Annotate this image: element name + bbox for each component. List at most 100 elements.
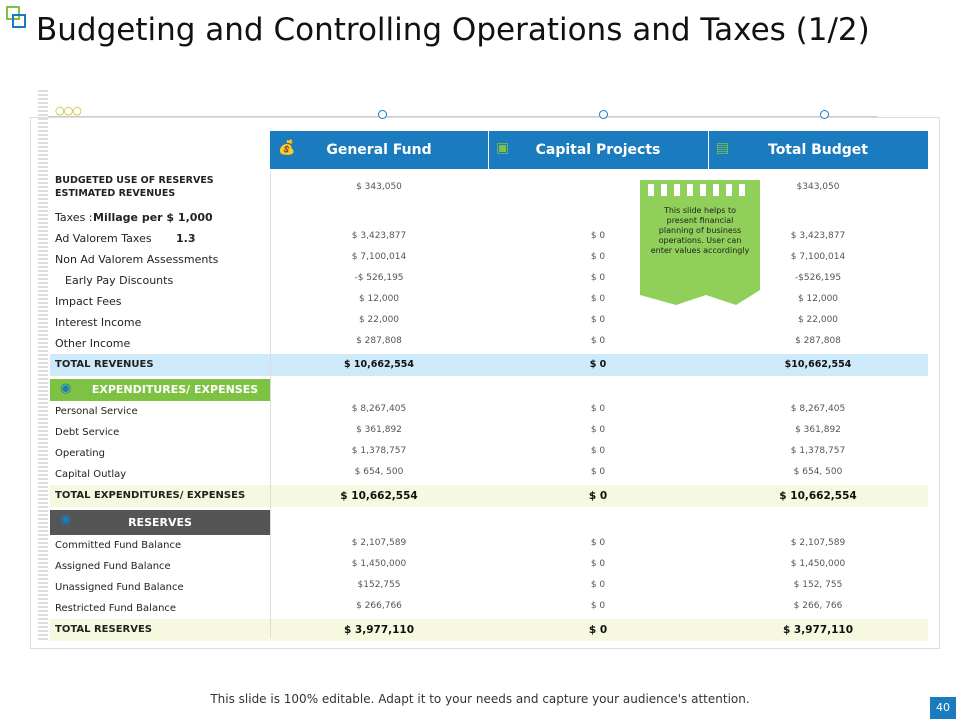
cell-value: $ 361,892 (795, 425, 841, 435)
cell-value: $ 0 (590, 273, 606, 283)
row-label: Ad Valorem Taxes (55, 232, 152, 245)
cell-value: $ 0 (590, 446, 606, 456)
row-label: Personal Service (55, 406, 138, 417)
cell-value: $ 12,000 (797, 294, 839, 304)
cell-value: $ 0 (590, 425, 606, 435)
row-label: Unassigned Fund Balance (55, 582, 184, 593)
row-label: Restricted Fund Balance (55, 603, 177, 614)
cell-value: $ 12,000 (358, 294, 400, 304)
cell-value: $ 8,267,405 (790, 404, 846, 414)
decor-circle (599, 110, 608, 119)
cell-value: $ 7,100,014 (790, 252, 846, 262)
total-value: $ 10,662,554 (343, 359, 415, 370)
row-label-bold: Millage per $ 1,000 (93, 211, 213, 224)
cell-value: $ 152, 755 (793, 580, 843, 590)
decor-circle (820, 110, 829, 119)
row-label: Other Income (55, 337, 131, 350)
cell-value: $ 654, 500 (793, 467, 843, 477)
cell-value: $ 287,808 (356, 336, 402, 346)
row-label: ESTIMATED REVENUES (55, 188, 176, 199)
row-label: Impact Fees (55, 295, 122, 308)
row-label: Non Ad Valorem Assessments (55, 253, 219, 266)
column-header: Total Budget (768, 142, 868, 158)
header-icon: 💰 (278, 140, 296, 156)
cell-value: $152,755 (357, 580, 401, 590)
header-icon: ▣ (496, 140, 510, 156)
cell-value: $ 3,423,877 (790, 231, 846, 241)
section-heading: RESERVES (128, 516, 192, 529)
cell-value: $ 654, 500 (354, 467, 404, 477)
section-heading-bg (50, 510, 270, 535)
cell-value: $ 3,423,877 (351, 231, 407, 241)
cell-value: $ 0 (590, 580, 606, 590)
cell-value: $ 266,766 (356, 601, 402, 611)
total-label: TOTAL EXPENDITURES/ EXPENSES (55, 490, 246, 501)
cell-value: -$ 526,195 (354, 273, 404, 283)
total-label: TOTAL RESERVES (55, 624, 152, 635)
page-number: 40 (930, 697, 956, 719)
total-row-bg (50, 354, 928, 376)
section-icon: ◉ (60, 381, 72, 396)
table-frame (30, 117, 940, 649)
column-divider (708, 131, 709, 169)
cell-value: $343,050 (796, 182, 840, 192)
note-tabs (648, 184, 752, 196)
total-value: $10,662,554 (784, 359, 852, 370)
row-label: Debt Service (55, 427, 120, 438)
cell-value: $ 7,100,014 (351, 252, 407, 262)
cell-value: $ 22,000 (797, 315, 839, 325)
decor-circle (378, 110, 387, 119)
cell-value: $ 0 (590, 315, 606, 325)
row-label-bold: 1.3 (176, 232, 196, 245)
cell-value: -$526,195 (794, 273, 842, 283)
cell-value: $ 1,450,000 (351, 559, 407, 569)
cell-value: $ 287,808 (795, 336, 841, 346)
total-value: $ 3,977,110 (343, 624, 415, 636)
header-icon: ▤ (716, 140, 730, 156)
row-label: Interest Income (55, 316, 142, 329)
cell-value: $ 8,267,405 (351, 404, 407, 414)
row-label: BUDGETED USE OF RESERVES (55, 175, 214, 186)
row-label: Early Pay Discounts (65, 274, 174, 287)
note-text: This slide helps to present financial pl… (650, 206, 750, 255)
cell-value: $ 0 (590, 294, 606, 304)
row-label: Taxes : (55, 211, 93, 224)
cell-value: $ 22,000 (358, 315, 400, 325)
total-value: $ 0 (588, 624, 608, 636)
cell-value: $ 0 (590, 559, 606, 569)
total-row-bg (50, 485, 928, 507)
cell-value: $ 361,892 (356, 425, 402, 435)
sticky-note (640, 180, 760, 305)
cell-value: $ 0 (590, 538, 606, 548)
cell-value: $ 1,378,757 (351, 446, 407, 456)
cell-value: $ 0 (590, 467, 606, 477)
decor-stripe (38, 88, 48, 640)
column-divider (488, 131, 489, 169)
column-divider (270, 172, 271, 638)
cell-value: $ 266, 766 (793, 601, 843, 611)
total-value: $ 10,662,554 (779, 490, 857, 502)
section-icon: ◉ (60, 512, 72, 527)
cell-value: $ 0 (590, 252, 606, 262)
row-label: Operating (55, 448, 105, 459)
cell-value: $ 2,107,589 (790, 538, 846, 548)
cell-value: $ 0 (590, 601, 606, 611)
total-value: $ 0 (589, 359, 607, 370)
decor-line (48, 116, 878, 117)
section-heading-bg (50, 379, 270, 401)
cell-value: $ 0 (590, 404, 606, 414)
logo-square (12, 14, 26, 28)
header-bar (270, 131, 928, 169)
cell-value: $ 1,378,757 (790, 446, 846, 456)
footer: This slide is 100% editable. Adapt it to… (210, 692, 750, 706)
cell-value: $ 0 (590, 231, 606, 241)
cell-value: $ 0 (590, 336, 606, 346)
total-value: $ 0 (588, 490, 608, 502)
cell-value: $ 1,450,000 (790, 559, 846, 569)
section-heading: EXPENDITURES/ EXPENSES (91, 383, 259, 396)
total-value: $ 3,977,110 (782, 624, 854, 636)
cell-value: $ 343,050 (356, 182, 402, 192)
decor-dots: ○○○ (55, 104, 82, 117)
row-label: Committed Fund Balance (55, 540, 182, 551)
